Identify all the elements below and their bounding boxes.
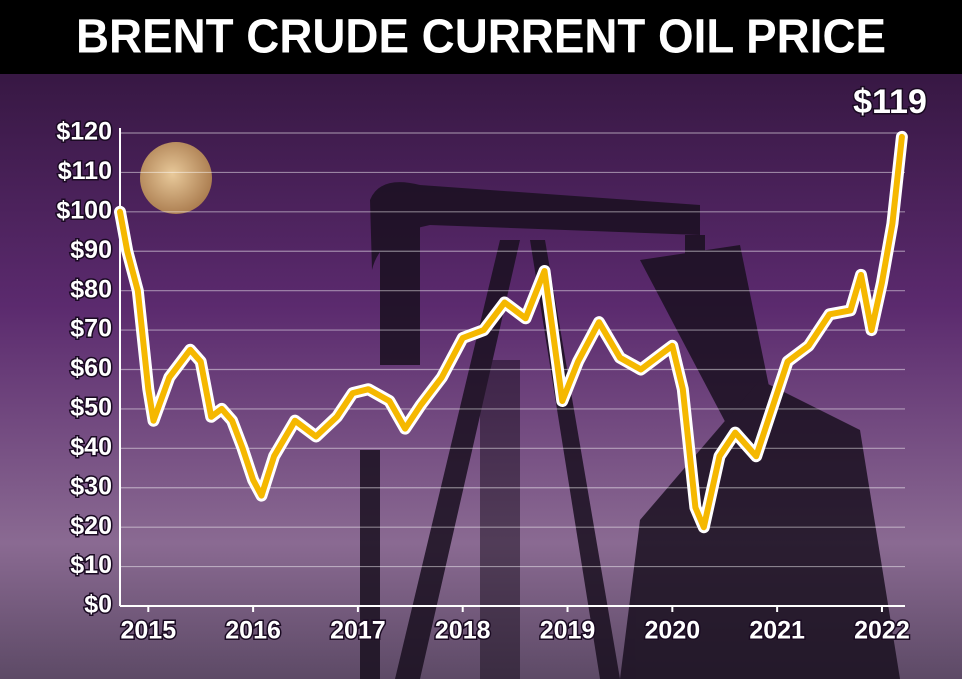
title-bar [0, 0, 962, 74]
x-tick-label: 2015 [120, 617, 176, 645]
y-tick-label: $80 [70, 275, 112, 303]
x-tick-label: 2016 [225, 617, 281, 645]
y-tick-label: $20 [70, 512, 112, 540]
y-tick-label: $40 [70, 433, 112, 461]
y-tick-label: $0 [84, 591, 112, 619]
y-tick-label: $70 [70, 315, 112, 343]
y-tick-label: $10 [70, 551, 112, 579]
moon [140, 142, 212, 214]
x-tick-label: 2017 [330, 617, 386, 645]
x-tick-label: 2020 [645, 617, 701, 645]
x-tick-label: 2021 [749, 617, 805, 645]
chart-title: BRENT CRUDE CURRENT OIL PRICE [76, 11, 886, 64]
x-tick-label: 2022 [854, 617, 910, 645]
y-tick-label: $110 [58, 157, 112, 185]
x-tick-label: 2019 [540, 617, 596, 645]
y-tick-label: $100 [56, 196, 112, 224]
y-tick-label: $50 [70, 394, 112, 422]
annotation: $119 [853, 83, 927, 121]
line [117, 133, 905, 531]
y-tick-label: $60 [70, 354, 112, 382]
y-tick-label: $120 [56, 118, 112, 146]
x-tick-label: 2018 [435, 617, 491, 645]
y-tick-label: $30 [70, 472, 112, 500]
y-tick-label: $90 [70, 236, 112, 264]
